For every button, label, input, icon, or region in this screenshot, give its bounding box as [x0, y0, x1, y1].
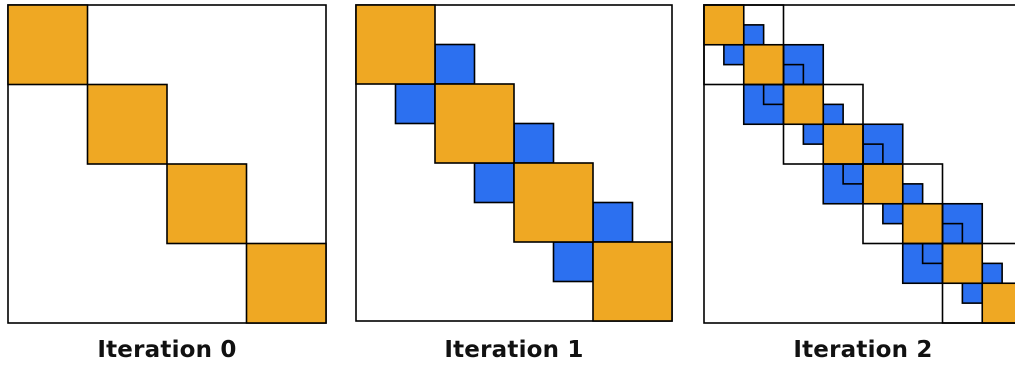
offdiag-small-upper [941, 222, 964, 245]
diagonal-subblock [703, 4, 745, 46]
offdiag-block-upper [434, 43, 476, 85]
diagonal-block [245, 242, 327, 324]
offdiag-small-upper [901, 183, 924, 205]
offdiag-small-lower [961, 282, 984, 304]
offdiag-small-upper [822, 103, 844, 126]
diagonal-subblock [742, 43, 785, 86]
diagonal-block [941, 242, 1015, 324]
panel-iteration-0 [7, 4, 327, 324]
caption-iteration-2: Iteration 2 [793, 337, 933, 363]
offdiag-small-upper [862, 143, 884, 165]
diagonal-block [592, 241, 673, 322]
diagonal-block [782, 83, 864, 165]
offdiag-small-upper [742, 24, 765, 46]
diagonal-block [434, 83, 515, 164]
diagonal-block [86, 83, 168, 165]
offdiag-small-lower [921, 242, 944, 265]
diagonal-subblock [901, 202, 944, 245]
offdiag-block-lower [473, 162, 515, 204]
diagonal-subblock [941, 242, 984, 285]
offdiag-block-lower [394, 83, 436, 125]
diagonal-block [703, 4, 785, 86]
diagonal-block [355, 4, 436, 85]
diagonal-subblock [981, 282, 1015, 324]
offdiag-block-upper [513, 122, 555, 164]
diagonal-subblock [862, 163, 904, 205]
offdiag-small-lower [842, 163, 864, 185]
offdiag-small-lower [802, 123, 825, 145]
offdiag-block-upper [592, 201, 634, 243]
diagonal-block [513, 162, 594, 243]
caption-iteration-0: Iteration 0 [97, 337, 237, 363]
caption-iteration-1: Iteration 1 [444, 337, 584, 363]
diagonal-block [7, 4, 89, 86]
offdiag-small-lower [762, 83, 785, 106]
offdiag-small-lower [723, 43, 745, 66]
panel-iteration-1 [355, 4, 673, 322]
offdiag-small-upper [782, 63, 805, 86]
diagonal-subblock [822, 123, 864, 165]
offdiag-block-lower [552, 241, 594, 283]
offdiag-small-lower [882, 202, 904, 225]
diagonal-block [166, 163, 248, 245]
panel-iteration-2 [703, 4, 1015, 324]
diagonal-subblock [782, 83, 825, 126]
diagonal-block [862, 163, 944, 245]
offdiag-small-upper [981, 262, 1003, 285]
